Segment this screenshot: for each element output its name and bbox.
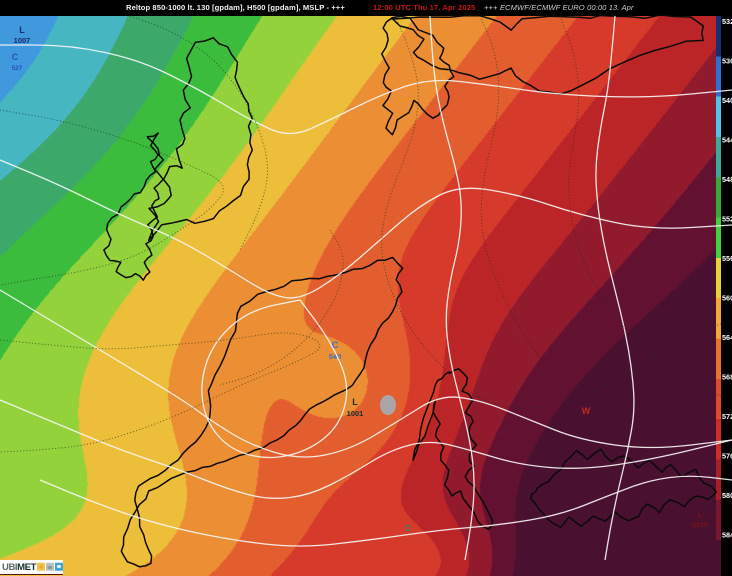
svg-text:1001: 1001 [347,409,364,418]
svg-text:540: 540 [722,96,732,105]
svg-text:544: 544 [722,136,732,145]
svg-text:568: 568 [722,373,732,382]
svg-text:C: C [12,52,19,62]
svg-text:576: 576 [722,452,732,461]
svg-text:C: C [332,340,339,351]
svg-text:1007: 1007 [14,36,31,45]
svg-text:536: 536 [722,57,732,66]
svg-text:580: 580 [722,491,732,500]
svg-text:584: 584 [722,531,732,540]
svg-text:L: L [697,509,702,519]
svg-text:C: C [405,524,411,533]
svg-text:564: 564 [722,333,732,342]
svg-text:556: 556 [722,254,732,263]
svg-text:560: 560 [722,294,732,303]
svg-text:L: L [352,397,358,407]
svg-text:552: 552 [722,215,732,224]
svg-text:527: 527 [12,65,23,72]
svg-text:548: 548 [722,175,732,184]
svg-text:532: 532 [722,17,732,26]
svg-text:572: 572 [722,412,732,421]
svg-text:W: W [582,406,591,416]
svg-text:1018: 1018 [692,522,708,529]
svg-text:L: L [19,25,25,35]
